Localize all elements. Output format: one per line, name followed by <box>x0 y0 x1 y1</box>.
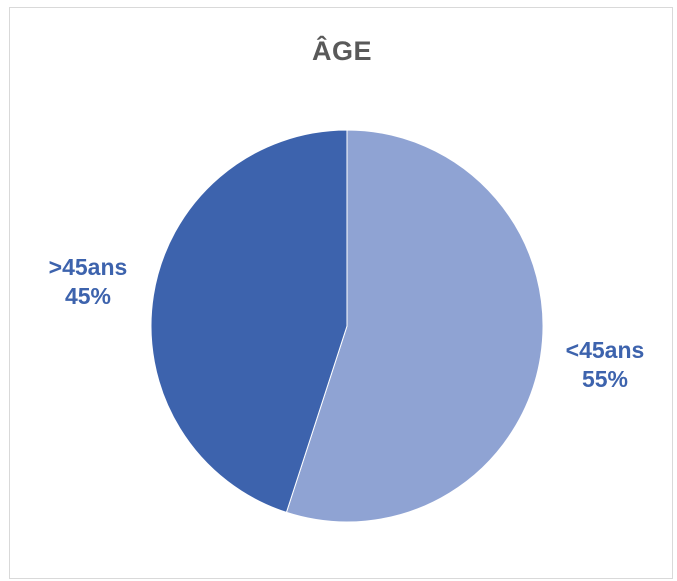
pie-slice <box>150 129 348 514</box>
pie-slice <box>285 129 544 523</box>
slice-category-label: >45ans <box>49 254 128 280</box>
slice-percent-label: 55% <box>582 366 628 392</box>
chart-title: ÂGE <box>311 36 372 66</box>
slice-percent-label: 45% <box>65 283 111 309</box>
slice-category-label: <45ans <box>566 337 645 363</box>
